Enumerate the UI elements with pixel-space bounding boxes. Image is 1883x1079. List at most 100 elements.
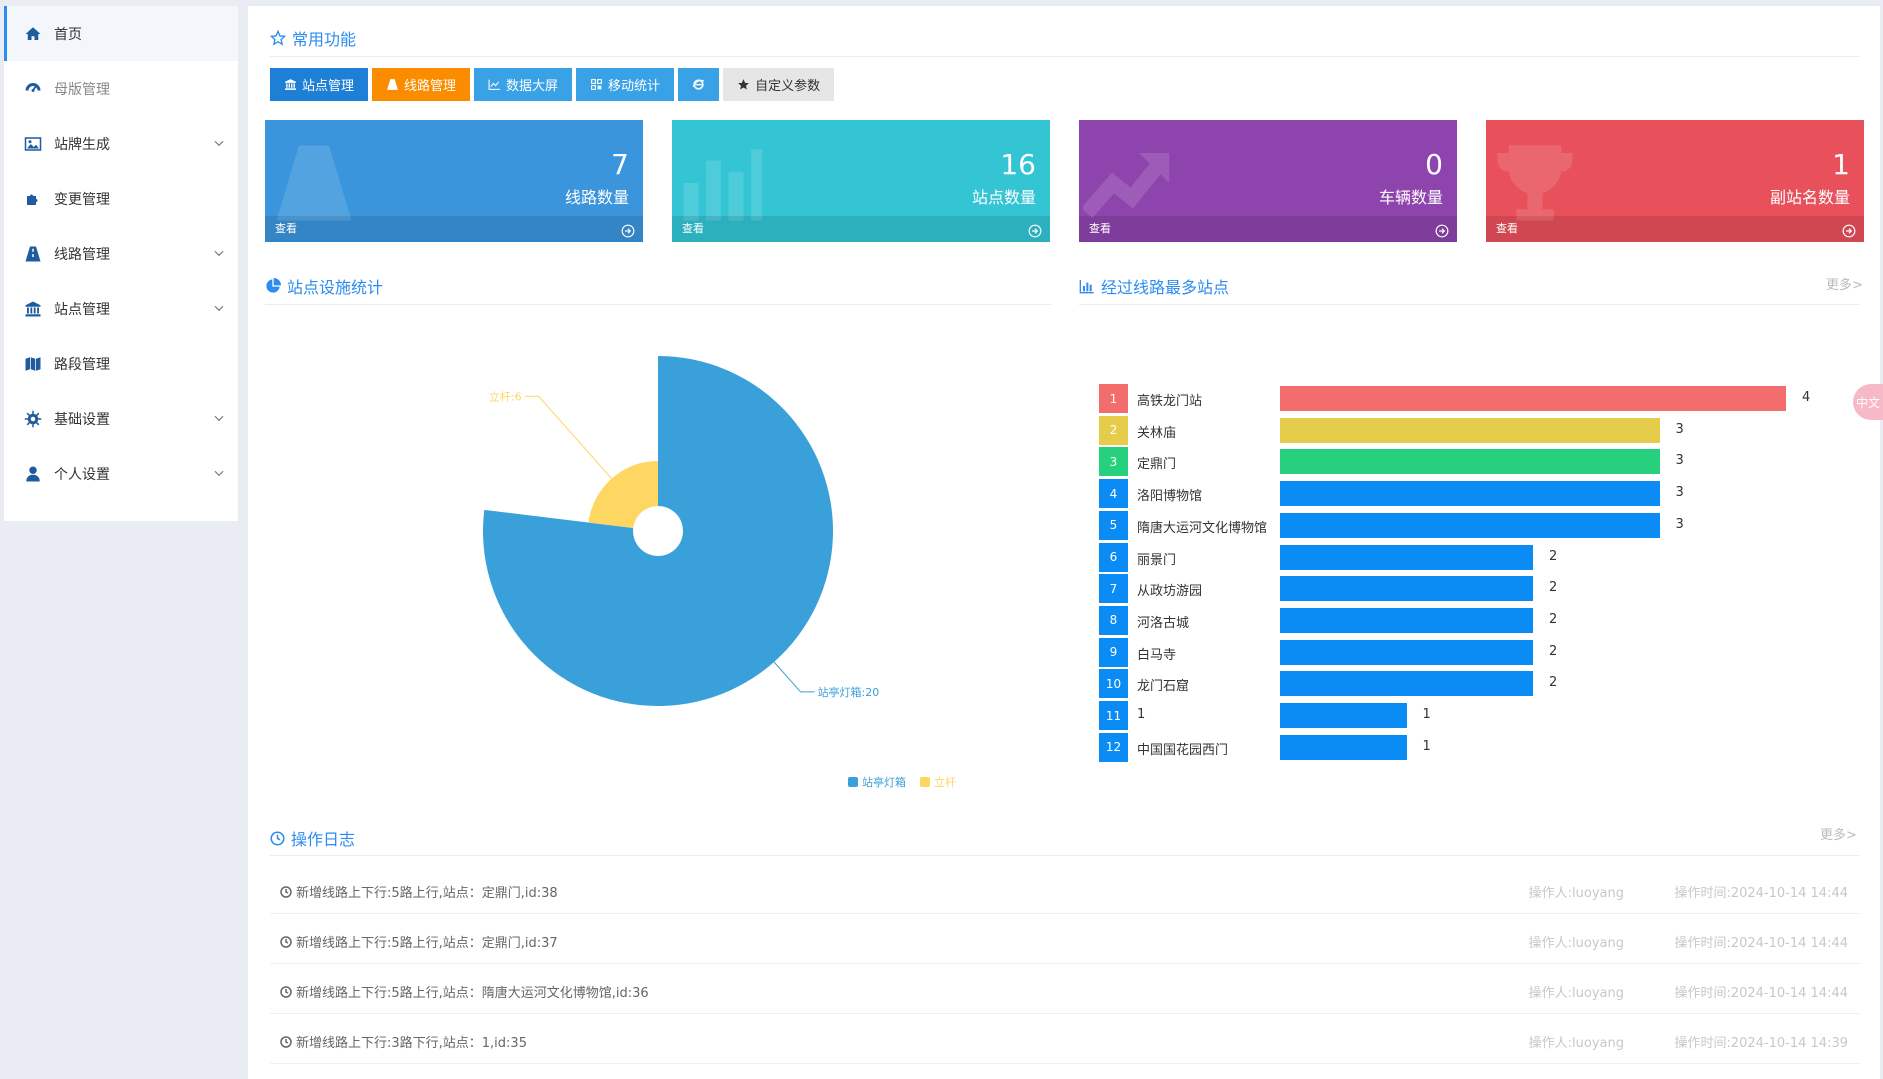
bar-rank-badge: 2	[1099, 415, 1128, 445]
common-section-title: 常用功能	[270, 26, 356, 50]
sidebar-item-7[interactable]: 基础设置	[4, 391, 238, 446]
sidebar-item-label: 首页	[54, 26, 82, 43]
pie-slice[interactable]	[588, 461, 658, 528]
sidebar-item-label: 变更管理	[54, 191, 110, 208]
shortcut-button-label: 数据大屏	[506, 79, 559, 94]
shortcut-button-2[interactable]: 数据大屏	[474, 68, 573, 101]
bar-mark[interactable]	[1280, 671, 1533, 697]
card-view-link: 查看	[682, 222, 704, 235]
log-operator: 操作人:luoyang	[1528, 936, 1624, 951]
bar-mark[interactable]	[1280, 734, 1407, 760]
stat-card-0[interactable]: 7 线路数量 查看	[265, 120, 643, 242]
shortcut-button-4[interactable]	[678, 68, 720, 101]
shortcut-button-3[interactable]: 移动统计	[576, 68, 675, 101]
road-icon	[276, 145, 352, 221]
pie-label-line	[773, 661, 815, 693]
legend-item[interactable]: 立杆	[920, 774, 956, 790]
divider	[270, 855, 1860, 856]
sidebar-item-icon	[22, 133, 44, 155]
shortcut-button-label: 线路管理	[404, 79, 457, 94]
log-time: 操作时间:2024-10-14 14:44	[1674, 936, 1848, 951]
divider	[1079, 304, 1860, 305]
home-icon	[25, 26, 41, 40]
bar-rank-badge: 8	[1099, 605, 1128, 635]
sidebar-item-1[interactable]: 母版管理	[4, 61, 238, 116]
bar-mark[interactable]	[1280, 607, 1533, 633]
sidebar-item-icon	[22, 353, 44, 375]
log-message: 新增线路上下行:5路上行,站点：定鼎门,id:38	[296, 886, 558, 901]
image-icon	[24, 136, 42, 151]
log-row: 新增线路上下行:5路上行,站点：定鼎门,id:37 操作人:luoyang 操作时间…	[270, 914, 1860, 964]
log-message: 新增线路上下行:3路下行,站点：1,id:35	[296, 1036, 527, 1051]
bar-rank-badge: 11	[1099, 701, 1128, 730]
log-more-link[interactable]: 更多>	[1820, 828, 1857, 843]
sidebar-item-6[interactable]: 路段管理	[4, 336, 238, 391]
card-footer[interactable]: 查看	[1486, 216, 1864, 242]
chevron-down-icon	[212, 136, 226, 150]
arrow-circle-right-icon	[1435, 222, 1449, 242]
stat-card-1[interactable]: 16 站点数量 查看	[672, 120, 1050, 242]
shortcut-button-0[interactable]: 站点管理	[270, 68, 369, 101]
pie-slice[interactable]	[482, 356, 833, 706]
bank-icon	[285, 79, 296, 90]
bar-mark[interactable]	[1280, 512, 1660, 538]
bar-category-label: 从政坊游园	[1137, 584, 1203, 600]
sidebar-item-3[interactable]: 变更管理	[4, 171, 238, 226]
log-time: 操作时间:2024-10-14 14:44	[1674, 986, 1848, 1001]
language-float-button[interactable]: 中文	[1853, 384, 1883, 420]
card-label: 线路数量	[564, 188, 629, 207]
card-label: 副站名数量	[1769, 188, 1850, 207]
bar-value-label: 2	[1549, 643, 1558, 659]
sidebar-item-icon	[22, 23, 44, 45]
card-view-link: 查看	[275, 222, 297, 235]
bar-mark[interactable]	[1280, 703, 1407, 728]
log-text: 新增线路上下行:5路上行,站点：定鼎门,id:37	[280, 932, 558, 951]
sidebar-item-label: 母版管理	[54, 81, 110, 98]
dashboard-icon	[25, 82, 41, 92]
shortcut-button-5[interactable]: 自定义参数	[723, 68, 835, 101]
bar-rank-badge: 12	[1099, 732, 1128, 762]
sidebar-item-label: 线路管理	[54, 246, 110, 263]
bar-mark[interactable]	[1280, 576, 1533, 602]
sidebar-item-5[interactable]: 站点管理	[4, 281, 238, 336]
sidebar-item-label: 基础设置	[54, 411, 110, 428]
stat-card-2[interactable]: 0 车辆数量 查看	[1079, 120, 1457, 242]
card-footer[interactable]: 查看	[672, 216, 1050, 242]
bar-category-label: 隋唐大运河文化博物馆	[1137, 520, 1268, 536]
stat-card-3[interactable]: 1 副站名数量 查看	[1486, 120, 1864, 242]
card-view-link: 查看	[1089, 222, 1111, 235]
bar-category-label: 白马寺	[1137, 647, 1177, 663]
bar-mark[interactable]	[1280, 417, 1660, 443]
chevron-down-icon	[212, 411, 226, 425]
shortcut-button-label: 移动统计	[608, 79, 661, 94]
bar-category-label: 河洛古城	[1137, 615, 1190, 631]
bar-mark[interactable]	[1280, 449, 1660, 475]
sidebar-item-icon	[22, 78, 44, 100]
bar-section-title: 经过线路最多站点	[1079, 274, 1229, 298]
sidebar-item-label: 站牌生成	[54, 136, 110, 153]
sidebar-item-4[interactable]: 线路管理	[4, 226, 238, 281]
chevron-down-icon	[212, 466, 226, 480]
map-icon	[25, 356, 41, 371]
bar-value-label: 2	[1549, 675, 1558, 691]
legend-item[interactable]: 站亭灯箱	[848, 774, 906, 790]
card-footer[interactable]: 查看	[1079, 216, 1457, 242]
bar-mark[interactable]	[1280, 481, 1660, 507]
sidebar-item-2[interactable]: 站牌生成	[4, 116, 238, 171]
sidebar-item-icon	[22, 408, 44, 430]
sidebar-item-label: 站点管理	[54, 301, 110, 318]
bar-mark[interactable]	[1280, 639, 1533, 665]
main-panel: 常用功能 站点管理 线路管理 数据大屏 移动统计 自定义参数 7 线路数量 查看 16 站点数量…	[248, 6, 1880, 1079]
log-text: 新增线路上下行:5路上行,站点：隋唐大运河文化博物馆,id:36	[280, 982, 649, 1001]
bar-value-label: 2	[1549, 548, 1558, 564]
sidebar-item-0[interactable]: 首页	[4, 6, 238, 61]
bar-mark[interactable]	[1280, 544, 1533, 570]
shortcut-button-1[interactable]: 线路管理	[372, 68, 471, 101]
bar-value-label: 2	[1549, 611, 1558, 627]
card-value: 16	[1000, 148, 1036, 181]
card-footer[interactable]: 查看	[265, 216, 643, 242]
sidebar-item-8[interactable]: 个人设置	[4, 446, 238, 501]
bar-more-link[interactable]: 更多>	[1826, 278, 1863, 293]
arrow-circle-right-icon	[621, 222, 635, 242]
bar-mark[interactable]	[1280, 386, 1786, 411]
